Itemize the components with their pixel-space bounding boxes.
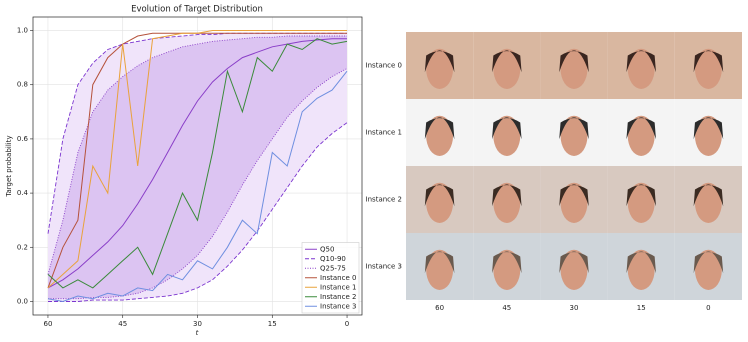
plot-frame xyxy=(32,16,363,316)
hair xyxy=(424,117,455,140)
hair xyxy=(693,184,724,207)
face xyxy=(627,182,655,223)
legend-label: Instance 1 xyxy=(320,283,356,291)
face xyxy=(493,115,521,156)
col-label: 60 xyxy=(435,304,444,312)
row-label: Instance 3 xyxy=(366,263,402,271)
band-area xyxy=(48,36,347,299)
chart-title: Evolution of Target Distribution xyxy=(131,5,263,15)
hair xyxy=(559,184,589,207)
row-label: Instance 0 xyxy=(366,62,402,70)
hair xyxy=(492,251,522,274)
face xyxy=(560,115,588,156)
hair xyxy=(693,251,724,274)
y-tick-label: 1.0 xyxy=(17,27,28,35)
hair xyxy=(424,251,455,274)
x-axis-label: t xyxy=(196,329,199,337)
hair xyxy=(693,50,724,73)
band-edge xyxy=(48,122,348,302)
series-line xyxy=(47,38,348,289)
x-tick-label: 15 xyxy=(268,320,277,328)
face xyxy=(627,249,655,290)
hair xyxy=(626,251,656,274)
legend-label: Instance 3 xyxy=(320,302,356,310)
col-label: 0 xyxy=(706,304,710,312)
face xyxy=(694,48,722,89)
x-tick-label: 60 xyxy=(43,320,52,328)
face xyxy=(560,249,588,290)
y-tick-label: 0.0 xyxy=(17,297,28,305)
face xyxy=(560,182,588,223)
row-label: Instance 1 xyxy=(366,129,402,137)
hair xyxy=(559,117,589,140)
face xyxy=(560,48,588,89)
hair xyxy=(492,184,522,207)
legend-label: Instance 2 xyxy=(320,293,356,301)
row-label: Instance 2 xyxy=(366,196,402,204)
face xyxy=(694,115,722,156)
face xyxy=(426,115,454,156)
hair xyxy=(626,184,656,207)
face xyxy=(426,182,454,223)
face xyxy=(493,48,521,89)
band-edge xyxy=(47,32,347,234)
hair xyxy=(559,251,589,274)
y-axis-label: Target probability xyxy=(5,135,13,197)
y-tick-label: 0.6 xyxy=(17,135,29,143)
hair xyxy=(424,184,455,207)
legend-label: Q50 xyxy=(320,245,334,253)
hair xyxy=(693,117,724,140)
y-tick-label: 0.4 xyxy=(17,189,29,197)
face xyxy=(627,48,655,89)
x-tick-label: 0 xyxy=(345,320,349,328)
legend-label: Q10-90 xyxy=(320,255,346,263)
face xyxy=(694,182,722,223)
hair xyxy=(559,50,589,73)
hair xyxy=(424,50,455,73)
y-tick-label: 0.8 xyxy=(17,81,28,89)
face xyxy=(426,48,454,89)
series-line xyxy=(47,30,347,289)
face xyxy=(493,249,521,290)
hair xyxy=(626,50,656,73)
hair xyxy=(492,117,522,140)
series-line xyxy=(47,70,348,303)
band-edge xyxy=(47,35,347,275)
face xyxy=(694,249,722,290)
col-label: 30 xyxy=(570,304,579,312)
legend-label: Instance 0 xyxy=(320,274,356,282)
series-line xyxy=(47,38,347,289)
face xyxy=(627,115,655,156)
x-tick-label: 45 xyxy=(118,320,127,328)
y-tick-label: 0.2 xyxy=(17,243,28,251)
col-label: 15 xyxy=(637,304,646,312)
legend-label: Q25-75 xyxy=(320,264,346,272)
col-label: 45 xyxy=(502,304,511,312)
x-tick-label: 30 xyxy=(193,320,202,328)
face xyxy=(426,249,454,290)
face xyxy=(493,182,521,223)
hair xyxy=(626,117,656,140)
hair xyxy=(492,50,522,73)
